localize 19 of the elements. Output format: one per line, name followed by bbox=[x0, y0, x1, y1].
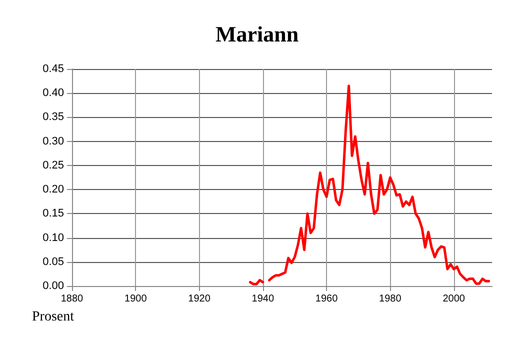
y-tick-label: 0.05 bbox=[42, 256, 64, 268]
y-axis-title: Prosent bbox=[32, 310, 74, 324]
y-tick-label: 0.25 bbox=[42, 159, 64, 172]
y-tick-label: 0.40 bbox=[42, 87, 64, 100]
chart-title: Mariann bbox=[215, 22, 299, 46]
y-tick-label: 0.45 bbox=[42, 63, 64, 75]
x-tick-label: 1960 bbox=[315, 294, 338, 304]
y-tick-label: 0.10 bbox=[42, 232, 64, 244]
x-tick-label: 1900 bbox=[124, 294, 148, 304]
x-tick-label: 1980 bbox=[379, 294, 402, 304]
y-tick-label: 0.15 bbox=[42, 208, 64, 220]
x-tick-label: 2000 bbox=[442, 294, 466, 304]
y-tick-label: 0.20 bbox=[42, 184, 64, 196]
x-tick-label: 1940 bbox=[252, 294, 274, 304]
y-tick-label: 0.30 bbox=[42, 135, 64, 148]
y-tick-label: 0.00 bbox=[42, 280, 64, 292]
x-tick-label: 1920 bbox=[188, 294, 211, 304]
y-tick-label: 0.35 bbox=[42, 111, 64, 124]
x-tick-label: 1880 bbox=[60, 294, 84, 304]
